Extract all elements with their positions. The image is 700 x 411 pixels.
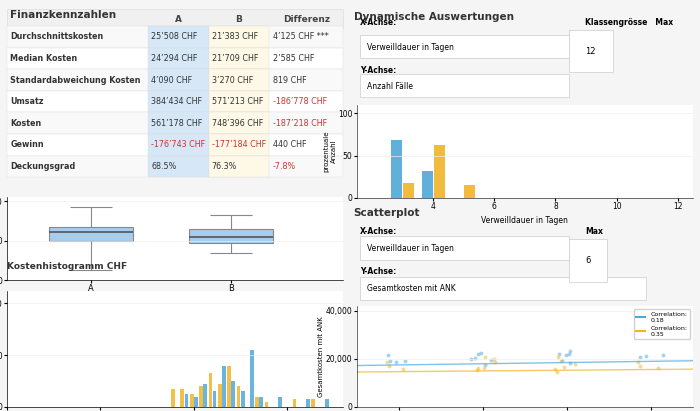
Text: Deckungsgrad: Deckungsgrad [10, 162, 76, 171]
Text: -176’743 CHF: -176’743 CHF [151, 140, 205, 149]
Text: Max: Max [585, 227, 603, 236]
Bar [232, 381, 235, 407]
FancyBboxPatch shape [148, 69, 209, 91]
Bar [213, 391, 216, 407]
Bar [171, 389, 175, 407]
Text: Kostenhistogramm CHF: Kostenhistogramm CHF [7, 262, 127, 271]
Text: Differenz: Differenz [283, 15, 330, 24]
Text: Gesamtkosten mit ANK: Gesamtkosten mit ANK [367, 284, 456, 293]
FancyBboxPatch shape [148, 26, 209, 48]
Text: 561’178 CHF: 561’178 CHF [151, 119, 202, 128]
Text: A: A [175, 15, 182, 24]
FancyBboxPatch shape [148, 91, 209, 112]
FancyBboxPatch shape [7, 91, 343, 112]
Bar [265, 402, 268, 407]
Text: 4’090 CHF: 4’090 CHF [151, 76, 192, 85]
FancyBboxPatch shape [209, 134, 270, 155]
Bar [181, 389, 184, 407]
Bar [241, 391, 244, 407]
FancyBboxPatch shape [209, 48, 270, 69]
Bar [306, 399, 310, 407]
Bar [190, 394, 194, 407]
Bar [204, 383, 207, 407]
Bar [256, 397, 259, 407]
FancyBboxPatch shape [209, 91, 270, 112]
Text: Dynamische Auswertungen: Dynamische Auswertungen [354, 12, 514, 22]
Text: -186’778 CHF: -186’778 CHF [273, 97, 327, 106]
FancyBboxPatch shape [360, 35, 568, 58]
Text: Verweilldauer in Tagen: Verweilldauer in Tagen [367, 43, 454, 52]
FancyBboxPatch shape [209, 112, 270, 134]
Text: 68.5%: 68.5% [151, 162, 176, 171]
Bar [222, 365, 226, 407]
Text: 6: 6 [585, 256, 591, 265]
Text: 76.3%: 76.3% [212, 162, 237, 171]
Text: Scatterplot: Scatterplot [354, 208, 420, 217]
FancyBboxPatch shape [209, 26, 270, 48]
Text: 4’125 CHF ***: 4’125 CHF *** [273, 32, 329, 42]
Text: -177’184 CHF: -177’184 CHF [212, 140, 266, 149]
FancyBboxPatch shape [360, 277, 646, 300]
Bar [209, 373, 212, 407]
Bar [185, 394, 188, 407]
Text: 25’508 CHF: 25’508 CHF [151, 32, 197, 42]
FancyBboxPatch shape [360, 236, 568, 260]
Text: Kosten: Kosten [10, 119, 41, 128]
FancyBboxPatch shape [7, 69, 343, 91]
Text: 3’270 CHF: 3’270 CHF [212, 76, 253, 85]
Text: 24’294 CHF: 24’294 CHF [151, 54, 197, 63]
Text: Gewinn: Gewinn [10, 140, 44, 149]
Text: -7.8%: -7.8% [273, 162, 296, 171]
FancyBboxPatch shape [148, 112, 209, 134]
Bar [189, 229, 273, 243]
FancyBboxPatch shape [7, 155, 343, 177]
Text: Y-Achse:: Y-Achse: [360, 268, 396, 277]
Bar [218, 383, 222, 407]
FancyBboxPatch shape [7, 112, 343, 134]
Bar [278, 397, 282, 407]
Bar [237, 386, 240, 407]
Bar [49, 227, 133, 241]
FancyBboxPatch shape [148, 155, 209, 177]
Text: Anzahl Fälle: Anzahl Fälle [367, 82, 413, 91]
Text: 2’585 CHF: 2’585 CHF [273, 54, 314, 63]
Text: Klassengrösse   Max: Klassengrösse Max [585, 18, 673, 27]
Text: Standardabweichung Kosten: Standardabweichung Kosten [10, 76, 141, 85]
Text: 21’709 CHF: 21’709 CHF [212, 54, 258, 63]
Text: Durchschnittskosten: Durchschnittskosten [10, 32, 104, 42]
FancyBboxPatch shape [360, 74, 568, 97]
Text: 440 CHF: 440 CHF [273, 140, 307, 149]
Bar [199, 386, 203, 407]
Text: X-Achse:: X-Achse: [360, 18, 398, 27]
Bar [228, 365, 231, 407]
FancyBboxPatch shape [209, 155, 270, 177]
Text: 384’434 CHF: 384’434 CHF [151, 97, 202, 106]
Bar [312, 399, 315, 407]
Text: 748’396 CHF: 748’396 CHF [212, 119, 263, 128]
Bar [325, 399, 328, 407]
FancyBboxPatch shape [148, 48, 209, 69]
Bar [250, 350, 254, 407]
Text: Verweilldauer in Tagen: Verweilldauer in Tagen [367, 244, 454, 253]
Text: 21’383 CHF: 21’383 CHF [212, 32, 258, 42]
Bar [260, 397, 263, 407]
Text: 819 CHF: 819 CHF [273, 76, 307, 85]
Text: Median Kosten: Median Kosten [10, 54, 78, 63]
Text: Umsatz: Umsatz [10, 97, 44, 106]
FancyBboxPatch shape [209, 69, 270, 91]
FancyBboxPatch shape [7, 26, 343, 48]
Text: Y-Achse:: Y-Achse: [360, 66, 396, 75]
FancyBboxPatch shape [7, 134, 343, 155]
Bar [293, 399, 296, 407]
FancyBboxPatch shape [7, 48, 343, 69]
FancyBboxPatch shape [7, 9, 343, 28]
Text: -187’218 CHF: -187’218 CHF [273, 119, 327, 128]
Bar [194, 397, 198, 407]
Text: Finanzkennzahlen: Finanzkennzahlen [10, 9, 116, 20]
Text: B: B [236, 15, 242, 24]
Text: 12: 12 [585, 47, 596, 56]
FancyBboxPatch shape [148, 134, 209, 155]
Text: X-Achse:: X-Achse: [360, 227, 398, 236]
Text: 571’213 CHF: 571’213 CHF [212, 97, 263, 106]
